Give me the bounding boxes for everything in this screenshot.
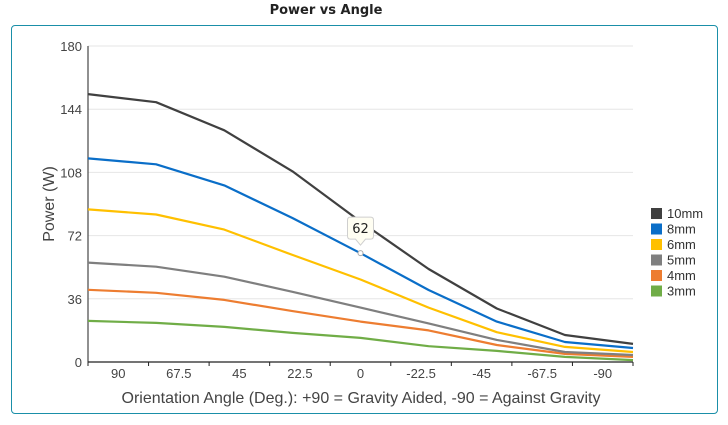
legend-swatch xyxy=(651,254,662,266)
chart-title: Power vs Angle xyxy=(269,3,383,18)
x-tick-label: -45 xyxy=(472,366,491,381)
legend-item[interactable]: 10mm xyxy=(651,206,703,221)
y-tick-label: 72 xyxy=(68,229,82,244)
x-tick-label: -90 xyxy=(593,366,612,381)
legend-swatch xyxy=(651,223,662,235)
legend-label: 8mm xyxy=(667,222,696,237)
legend-swatch xyxy=(651,239,662,250)
x-tick-label: 45 xyxy=(232,366,246,381)
series-line-6mm[interactable] xyxy=(87,208,634,354)
y-axis-ticks: 0 36 72 108 144 180 xyxy=(60,39,82,370)
legend-item[interactable]: 4mm xyxy=(651,268,696,283)
series-line-4mm[interactable] xyxy=(87,288,634,358)
tooltip: 62 xyxy=(347,216,374,257)
tooltip-value: 62 xyxy=(352,222,369,237)
x-tick-label: 22.5 xyxy=(287,366,312,381)
axes xyxy=(87,46,633,363)
series-line-3mm[interactable] xyxy=(87,319,634,362)
legend-swatch xyxy=(651,285,662,297)
y-tick-label: 0 xyxy=(75,355,82,370)
series-line-5mm[interactable] xyxy=(87,261,634,357)
x-tick-label: 90 xyxy=(111,366,125,381)
x-tick-label: 67.5 xyxy=(166,366,191,381)
legend-swatch xyxy=(651,270,662,281)
tooltip-box xyxy=(347,216,374,246)
x-tick-label: 0 xyxy=(357,366,364,381)
legend-label: 4mm xyxy=(667,268,696,283)
y-tick-label: 108 xyxy=(60,165,82,180)
gridlines xyxy=(88,45,633,300)
legend-item[interactable]: 5mm xyxy=(651,253,696,268)
y-tick-label: 180 xyxy=(60,39,82,54)
y-axis-title: Power (W) xyxy=(41,166,58,242)
legend-label: 6mm xyxy=(667,237,696,252)
legend-label: 10mm xyxy=(667,206,703,221)
x-axis-title: Orientation Angle (Deg.): +90 = Gravity … xyxy=(122,390,601,407)
legend-item[interactable]: 3mm xyxy=(651,284,696,299)
legend-item[interactable]: 6mm xyxy=(651,237,696,252)
legend-label: 5mm xyxy=(667,253,696,268)
legend-item[interactable]: 8mm xyxy=(651,222,696,237)
legend-label: 3mm xyxy=(667,284,696,299)
x-tick-label: -22.5 xyxy=(406,366,436,381)
x-tick-label: -67.5 xyxy=(527,366,557,381)
chart-frame xyxy=(11,25,718,414)
y-tick-label: 144 xyxy=(60,102,82,117)
y-tick-label: 36 xyxy=(68,292,82,307)
legend-swatch xyxy=(651,208,662,219)
x-axis-ticks: 90 67.5 45 22.5 0 -22.5 -45 -67.5 -90 xyxy=(87,362,634,381)
data-point-marker[interactable] xyxy=(357,250,364,257)
